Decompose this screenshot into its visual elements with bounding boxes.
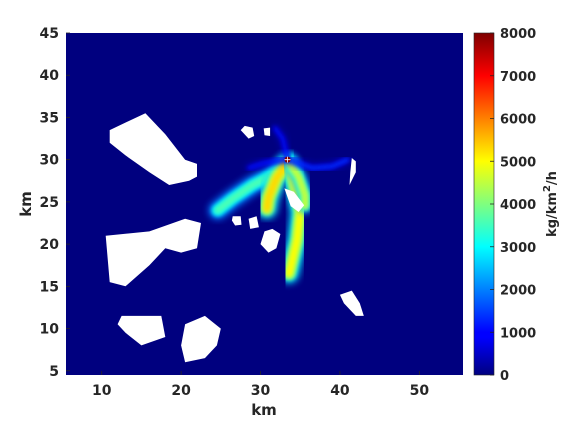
colorbar-label-tail: /h — [545, 171, 560, 185]
y-axis-label: km — [17, 191, 35, 217]
nodata-islet-d — [248, 216, 259, 229]
y-tick-label: 10 — [40, 322, 60, 338]
colorbar-tick-label: 1000 — [500, 326, 536, 341]
nodata-streak-island — [284, 188, 305, 212]
colorbar-tick-label: 5000 — [500, 155, 536, 170]
y-tick-label: 40 — [40, 68, 60, 84]
y-tick-label: 25 — [40, 195, 59, 211]
x-axis: 10 20 30 40 50 — [92, 371, 429, 399]
plume-north-streak — [273, 125, 290, 162]
nodata-islet-b — [263, 127, 271, 136]
x-tick-label: 50 — [410, 383, 430, 399]
colorbar: 0 1000 2000 3000 4000 5000 6000 7000 8000 kg/km2… — [473, 27, 560, 384]
colorbar-tick-label: 2000 — [500, 284, 536, 299]
y-tick-label: 30 — [40, 153, 60, 169]
plume-west-streak — [246, 158, 288, 170]
colorbar-tick-label: 4000 — [500, 198, 536, 213]
x-tick-label: 30 — [251, 383, 271, 399]
nodata-islet-e — [260, 228, 281, 253]
plume-band — [286, 160, 308, 209]
colorbar-tick-label: 8000 — [500, 27, 536, 42]
y-tick-label: 5 — [49, 364, 59, 380]
nodata-layer — [105, 113, 364, 363]
y-tick-label: 45 — [40, 26, 59, 42]
nodata-islet-c — [231, 216, 242, 226]
y-tick-label: 20 — [40, 237, 60, 253]
plume-band — [274, 127, 289, 161]
nodata-nw-polygon — [109, 113, 197, 185]
colorbar-tick-label: 7000 — [500, 70, 536, 85]
colorbar-tick-label: 3000 — [500, 241, 536, 256]
source-layer — [284, 156, 291, 163]
colorbar-ticks: 0 1000 2000 3000 4000 5000 6000 7000 8000 — [490, 27, 536, 384]
colorbar-label-base: kg/km — [545, 192, 560, 237]
nodata-islet-a — [240, 125, 255, 139]
plume-layer — [208, 125, 350, 283]
colorbar-label: kg/km2/h — [542, 171, 560, 237]
plume-band — [288, 159, 349, 169]
colorbar-label-sup: 2 — [542, 185, 553, 192]
nodata-sw-polygon — [117, 315, 166, 346]
plume-band — [248, 159, 287, 169]
nodata-se-polygon — [339, 290, 364, 316]
x-axis-label: km — [251, 401, 277, 419]
x-tick-label: 40 — [330, 383, 350, 399]
nodata-east-sliver — [349, 158, 356, 185]
plume-east-lobe — [282, 156, 312, 213]
y-axis: 5 10 15 20 25 30 35 40 45 — [40, 26, 70, 380]
y-tick-label: 35 — [40, 110, 59, 126]
x-tick-label: 10 — [92, 383, 112, 399]
x-tick-label: 20 — [171, 383, 191, 399]
colorbar-tick-label: 6000 — [500, 113, 536, 128]
colorbar-tick-label: 0 — [500, 369, 509, 384]
nodata-south-polygon — [181, 315, 221, 363]
plume-east-streak — [287, 157, 350, 170]
nodata-west-polygon — [105, 218, 201, 287]
plot-area — [66, 33, 463, 375]
source-crosshair — [284, 156, 291, 163]
y-tick-label: 15 — [40, 279, 59, 295]
